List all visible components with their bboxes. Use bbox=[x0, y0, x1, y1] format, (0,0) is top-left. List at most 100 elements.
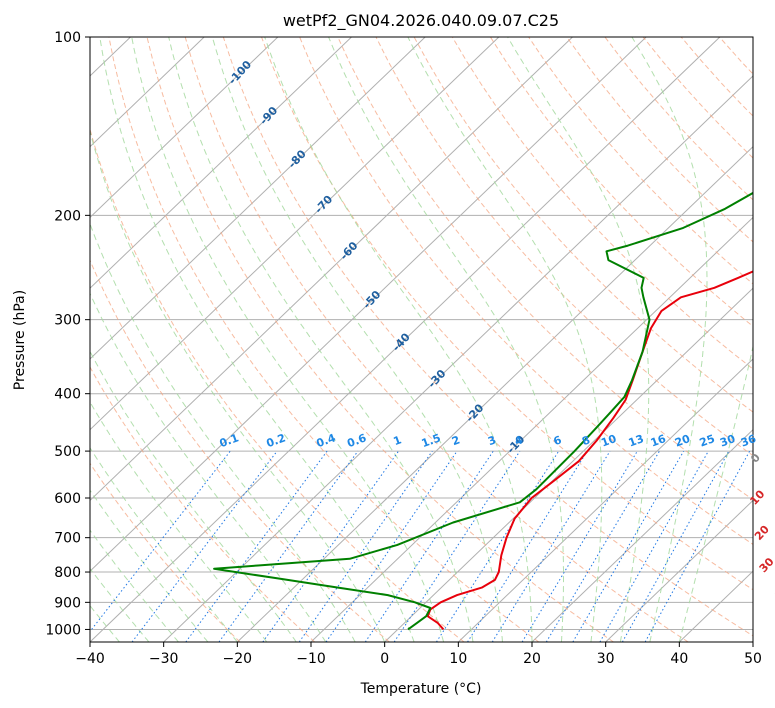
mixing-ratio-label: 1 bbox=[392, 433, 404, 448]
mixing-ratio-line bbox=[298, 450, 433, 642]
mixing-ratio-line bbox=[545, 450, 660, 642]
y-tick-label: 1000 bbox=[45, 622, 81, 638]
y-tick-label: 900 bbox=[54, 595, 81, 611]
moist-adiabat-line bbox=[507, 37, 650, 642]
isotherm-label: -100 bbox=[226, 58, 255, 87]
moist-adiabat-line bbox=[99, 37, 415, 642]
dry-adiabat-line bbox=[184, 37, 689, 642]
y-tick-label: 400 bbox=[54, 387, 81, 403]
mixing-ratio-label: 4 bbox=[513, 433, 525, 448]
mixing-ratio-line bbox=[572, 450, 685, 642]
mixing-ratio-label: 25 bbox=[698, 432, 717, 449]
mixing-ratio-label: 6 bbox=[552, 433, 564, 448]
plot-frame bbox=[89, 36, 754, 643]
mixing-ratio-line bbox=[599, 450, 709, 642]
isotherm-line bbox=[90, 37, 279, 219]
dry-adiabat-line bbox=[90, 366, 316, 642]
x-tick-label: 50 bbox=[744, 651, 762, 667]
mixing-ratio-label: 30 bbox=[718, 432, 737, 450]
x-tick-label: −30 bbox=[149, 651, 179, 667]
moist-adiabat-line bbox=[90, 401, 268, 642]
moist-adiabat-line bbox=[211, 37, 503, 642]
profiles bbox=[213, 191, 753, 631]
isotherm-line bbox=[236, 145, 753, 642]
dry-adiabat-line bbox=[451, 37, 753, 370]
dry-adiabat-line bbox=[566, 37, 753, 243]
isotherm-line bbox=[90, 37, 352, 289]
mixing-ratio-label: 20 bbox=[673, 432, 692, 450]
y-axis-label: Pressure (hPa) bbox=[12, 290, 28, 390]
dry-adiabat-line bbox=[146, 37, 614, 642]
mixing-ratio-label: 2 bbox=[450, 433, 462, 448]
mixing-ratio-label: 3 bbox=[486, 433, 498, 448]
x-tick-label: 40 bbox=[670, 651, 688, 667]
mixing-ratio-label: 36 bbox=[739, 432, 758, 450]
mixing-ratio-line bbox=[185, 450, 328, 642]
x-tick-label: −40 bbox=[75, 651, 105, 667]
dry-adiabat-line bbox=[719, 37, 753, 75]
moist-adiabat-label: 10 bbox=[747, 487, 767, 507]
y-tick-label: 500 bbox=[54, 444, 81, 460]
mixing-ratio-label: 0.1 bbox=[218, 431, 241, 450]
moist-adiabat-line bbox=[168, 37, 474, 642]
isotherm-line bbox=[678, 570, 753, 642]
isotherm-line bbox=[0, 37, 57, 642]
mixing-ratio-line bbox=[435, 450, 560, 642]
moist-adiabat-line bbox=[131, 37, 445, 642]
moist-adiabat-label: 30 bbox=[757, 555, 775, 575]
isotherm-line bbox=[90, 37, 426, 360]
mixing-ratio-line bbox=[262, 450, 399, 642]
mixing-ratio-label: 10 bbox=[599, 432, 618, 450]
y-tick-label: 600 bbox=[54, 491, 81, 507]
moist-adiabat-line bbox=[90, 489, 209, 642]
dry-adiabat-line bbox=[261, 37, 753, 591]
moist-adiabat-line bbox=[407, 37, 603, 642]
mixing-ratio-label: 0.6 bbox=[345, 431, 368, 450]
dry-adiabat-line bbox=[222, 37, 753, 637]
moist-adiabat-line bbox=[631, 37, 708, 642]
isotherm-line bbox=[752, 641, 753, 642]
dry-adiabat-line bbox=[604, 37, 753, 201]
isotherm-line bbox=[90, 37, 647, 572]
moist-adiabat-label: 20 bbox=[752, 523, 772, 543]
moist-adiabat-line bbox=[90, 222, 356, 642]
mixing-ratio-label: 0.2 bbox=[265, 431, 288, 450]
moist-adiabat-line bbox=[90, 292, 327, 642]
background-lines bbox=[0, 37, 753, 642]
dry-adiabat-line bbox=[108, 37, 540, 642]
dry-adiabat-line bbox=[413, 37, 753, 413]
isotherm-line bbox=[90, 37, 573, 502]
isotherm-line bbox=[90, 37, 721, 642]
moist-adiabat-line bbox=[90, 529, 179, 642]
mixing-ratio-line bbox=[521, 450, 638, 642]
mixing-ratio-label: 16 bbox=[649, 432, 668, 450]
dry-adiabat-line bbox=[375, 37, 753, 457]
dry-adiabat-line bbox=[299, 37, 753, 545]
moist-adiabat-line bbox=[678, 344, 753, 642]
y-tick-label: 100 bbox=[54, 30, 81, 46]
moist-adiabat-line bbox=[264, 37, 533, 642]
isotherm-line bbox=[384, 287, 753, 642]
y-tick-label: 200 bbox=[54, 208, 81, 224]
mixing-ratio-line bbox=[491, 450, 611, 642]
mixing-ratio-label: 8 bbox=[580, 433, 592, 448]
isotherm-line bbox=[531, 429, 753, 642]
mixing-ratio-line bbox=[621, 450, 730, 642]
isotherm-line bbox=[605, 499, 753, 642]
moist-adiabat-line bbox=[328, 37, 564, 642]
mixing-ratio-label: 1.5 bbox=[420, 431, 443, 450]
dry-adiabat-line bbox=[337, 37, 753, 501]
x-tick-label: −20 bbox=[223, 651, 253, 667]
axes: -100-90-80-70-60-50-40-30-20-100.1 0.2 0.4… bbox=[45, 30, 775, 667]
isotherm-line bbox=[90, 37, 205, 148]
x-axis-label: Temperature (°C) bbox=[360, 681, 482, 697]
moist-adiabat-label: 40 bbox=[771, 583, 775, 603]
dry-adiabat-line bbox=[90, 462, 241, 642]
mixing-ratio-line bbox=[644, 450, 751, 642]
x-tick-label: 20 bbox=[523, 651, 541, 667]
isotherm-line bbox=[163, 75, 753, 642]
dry-adiabat-line bbox=[489, 37, 753, 327]
mixing-ratio-line bbox=[467, 450, 588, 642]
mixing-ratio-line bbox=[131, 450, 278, 642]
